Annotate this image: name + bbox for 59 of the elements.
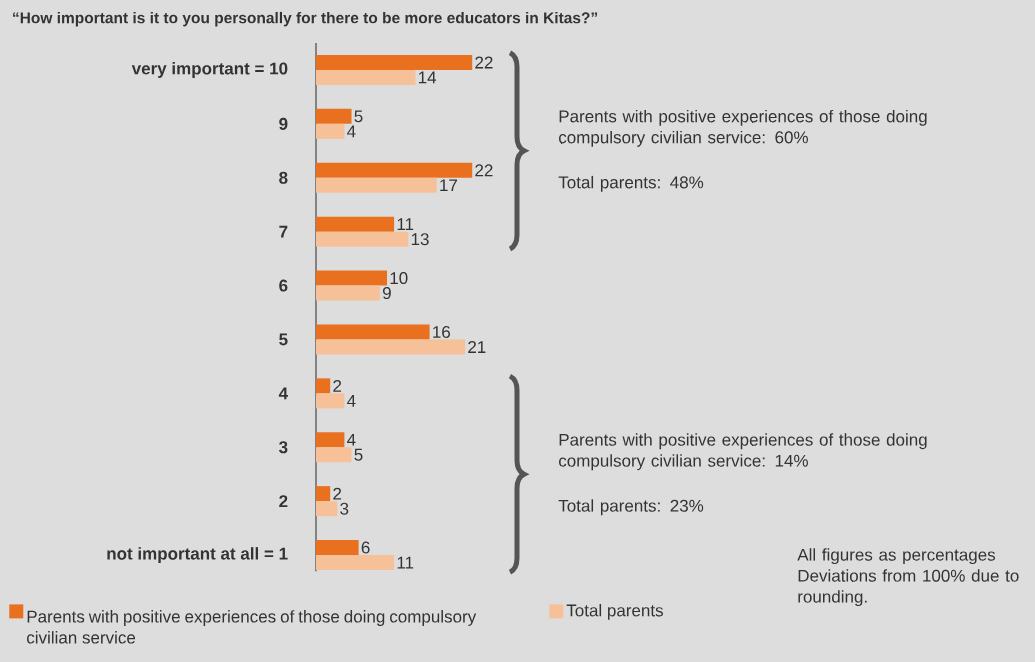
bar bbox=[316, 501, 338, 517]
text: Deviations from 100% due to rounding. bbox=[798, 569, 1019, 607]
data-label: 5 bbox=[354, 110, 363, 123]
data-label: 22 bbox=[475, 56, 493, 69]
bar bbox=[316, 162, 473, 178]
data-label: 4 bbox=[347, 125, 356, 138]
legend-label: Parents with positive experiences of those doing compulsory civilian service bbox=[27, 610, 477, 644]
data-label: 9 bbox=[382, 287, 391, 300]
data-label: 4 bbox=[347, 395, 356, 407]
data-label: 6 bbox=[361, 541, 370, 554]
y-tick-label: 5 bbox=[279, 333, 288, 346]
y-tick-label: 8 bbox=[279, 171, 288, 184]
bar bbox=[316, 285, 380, 301]
data-label: 2 bbox=[333, 379, 342, 392]
data-label: 11 bbox=[397, 218, 414, 231]
data-label: 14 bbox=[418, 71, 437, 84]
y-tick-label: 3 bbox=[279, 441, 288, 454]
text: Parents with positive experiences of those doing compulsory civilian service: 14% bbox=[559, 433, 927, 471]
data-label: 2 bbox=[333, 487, 342, 500]
text: Total parents: 48% bbox=[558, 175, 704, 192]
data-label: 21 bbox=[468, 341, 486, 353]
data-label: 13 bbox=[411, 233, 429, 246]
data-label: 5 bbox=[354, 448, 363, 461]
bar bbox=[316, 54, 473, 70]
bar bbox=[316, 432, 345, 448]
text: All figures as percentages bbox=[797, 548, 996, 565]
bar bbox=[316, 177, 437, 193]
y-tick-label: very important = 10 bbox=[131, 62, 288, 78]
bar bbox=[316, 231, 409, 247]
y-tick-label: 4 bbox=[278, 387, 288, 400]
data-label: 4 bbox=[347, 433, 356, 446]
bar bbox=[316, 69, 416, 85]
y-tick-label: 2 bbox=[279, 495, 288, 508]
bar bbox=[316, 555, 395, 571]
y-tick-label: not important at all = 1 bbox=[107, 547, 288, 563]
bar bbox=[316, 540, 359, 556]
bar bbox=[316, 378, 331, 394]
bar bbox=[316, 393, 345, 409]
bar bbox=[316, 486, 331, 502]
bar bbox=[316, 339, 466, 355]
legend-label: Total parents bbox=[566, 603, 663, 620]
data-label: 11 bbox=[397, 556, 414, 569]
text: Total parents: 23% bbox=[558, 499, 704, 516]
bar bbox=[316, 447, 352, 463]
bar bbox=[316, 270, 387, 286]
data-label: 17 bbox=[440, 179, 458, 192]
data-label: 3 bbox=[340, 502, 349, 515]
y-tick-label: 9 bbox=[279, 117, 288, 130]
bar bbox=[316, 108, 352, 124]
bar bbox=[316, 123, 345, 139]
data-label: 10 bbox=[390, 272, 408, 285]
bar bbox=[316, 324, 430, 340]
y-tick-label: 6 bbox=[279, 279, 288, 292]
text: Parents with positive experiences of those doing compulsory civilian service: 60% bbox=[559, 109, 927, 147]
data-label: 16 bbox=[433, 325, 451, 338]
bar bbox=[316, 216, 395, 232]
chart-title: “How important is it to you personally for there to be more educators in Kitas?” bbox=[13, 11, 598, 27]
data-label: 22 bbox=[475, 164, 493, 177]
y-tick-label: 7 bbox=[279, 225, 288, 238]
